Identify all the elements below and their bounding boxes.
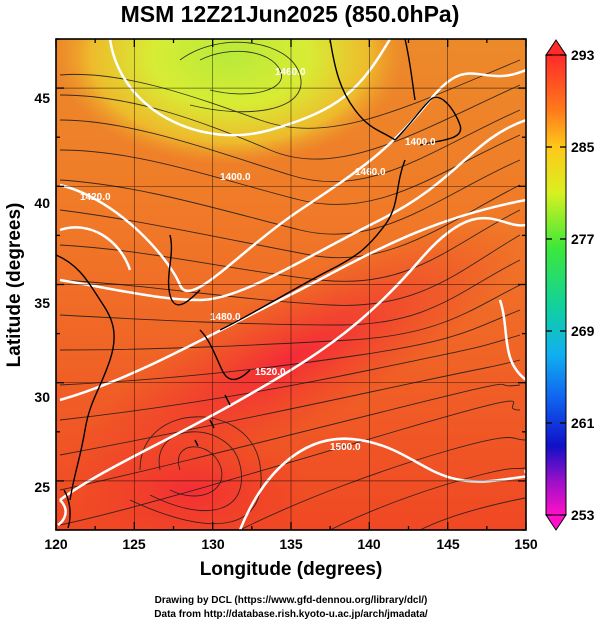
contour-1500-east — [498, 299, 526, 381]
china-coast — [56, 254, 115, 501]
contour-1480 — [59, 198, 526, 402]
cold-air-region — [56, 39, 405, 165]
colorbar: 293 285 277 269 261 253 — [545, 39, 595, 531]
colorbar-ticks — [546, 54, 566, 516]
credit-line-2: Data from http://database.rish.kyoto-u.a… — [154, 609, 428, 620]
contour-1460-north — [108, 39, 392, 137]
plot-area — [56, 39, 526, 530]
y-tick-label: 40 — [34, 195, 50, 211]
x-tick-label: 140 — [357, 536, 381, 552]
y-tick-label: 30 — [34, 389, 50, 405]
contour-label-1500: 1500.0 — [330, 442, 361, 453]
ryukyu-islands — [194, 394, 231, 447]
taiwan — [63, 489, 71, 529]
x-tick-label: 150 — [514, 536, 538, 552]
contour-label-1400: 1400.0 — [220, 172, 251, 183]
colorbar-gradient — [545, 54, 567, 516]
sakhalin — [404, 39, 416, 101]
contour-label-1460-east: 1460.0 — [355, 167, 386, 178]
contour-1460-island — [57, 499, 67, 527]
y-tick-label: 45 — [34, 90, 50, 106]
height-contours — [57, 39, 526, 530]
contour-label-1520: 1520.0 — [255, 367, 286, 378]
contour-label-1420: 1420.0 — [80, 192, 111, 203]
coastlines — [56, 39, 462, 529]
colorbar-top-arrow — [545, 39, 567, 56]
colorbar-label: 277 — [571, 231, 595, 247]
colorbar-label: 285 — [571, 139, 595, 155]
chart-title: MSM 12Z21Jun2025 (850.0hPa) — [121, 1, 460, 27]
x-tick-label: 120 — [44, 536, 68, 552]
x-tick-labels: 120 125 130 135 140 145 150 — [44, 536, 538, 552]
contour-label-1460-north: 1460.0 — [275, 67, 306, 78]
colorbar-label: 253 — [571, 507, 595, 523]
contour-1400 — [59, 226, 132, 271]
japan-hokkaido — [394, 96, 462, 146]
contour-label-1480: 1480.0 — [210, 312, 241, 323]
wind-streamlines — [59, 41, 526, 530]
x-axis-label: Longitude (degrees) — [200, 559, 383, 580]
contour-1500 — [238, 437, 526, 530]
y-tick-label: 25 — [34, 479, 50, 495]
korea-coast — [167, 234, 201, 306]
japan-kyushu — [199, 329, 251, 381]
x-tick-label: 145 — [436, 536, 460, 552]
y-axis-label: Latitude (degrees) — [4, 203, 25, 368]
colorbar-label: 269 — [571, 323, 595, 339]
colorbar-label: 261 — [571, 415, 595, 431]
y-tick-label: 35 — [34, 295, 50, 311]
x-tick-label: 125 — [122, 536, 146, 552]
y-tick-labels: 25 30 35 40 45 — [34, 90, 50, 495]
contour-label-1400-east: 1400.0 — [405, 137, 436, 148]
warm-air-band-1 — [58, 223, 522, 497]
contour-1460 — [59, 118, 526, 302]
x-tick-label: 135 — [279, 536, 303, 552]
x-tick-label: 130 — [201, 536, 225, 552]
japan-honshu — [219, 159, 406, 331]
colorbar-label: 293 — [571, 47, 595, 63]
colorbar-bottom-arrow — [545, 514, 567, 531]
axis-ticks — [55, 38, 527, 531]
contour-1420 — [59, 68, 526, 293]
contour-labels: 1460.0 1400.0 1460.0 1420.0 1480.0 1520.… — [80, 67, 436, 453]
credit-line-1: Drawing by DCL (https://www.gfd-dennou.o… — [155, 595, 428, 606]
warm-air-region-south — [70, 430, 310, 530]
contour-1520 — [59, 216, 526, 502]
russia-coast — [329, 39, 396, 141]
